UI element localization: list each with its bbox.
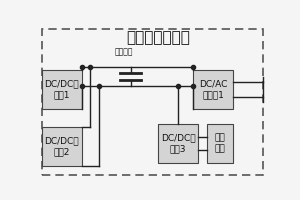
Text: 储能
单元: 储能 单元 xyxy=(214,133,225,153)
Text: 直流母线: 直流母线 xyxy=(114,47,133,56)
Bar xyxy=(158,124,198,163)
Text: DC/DC变
换器3: DC/DC变 换器3 xyxy=(161,133,196,153)
Text: DC/DC变
换器1: DC/DC变 换器1 xyxy=(45,79,79,99)
Text: DC/DC变
换器2: DC/DC变 换器2 xyxy=(45,136,79,156)
Bar xyxy=(42,70,82,109)
Text: 户用能量路由器: 户用能量路由器 xyxy=(127,30,190,45)
Bar xyxy=(207,124,233,163)
Bar xyxy=(42,127,82,166)
Text: DC/AC
变换器1: DC/AC 变换器1 xyxy=(199,79,227,99)
Bar xyxy=(193,70,233,109)
